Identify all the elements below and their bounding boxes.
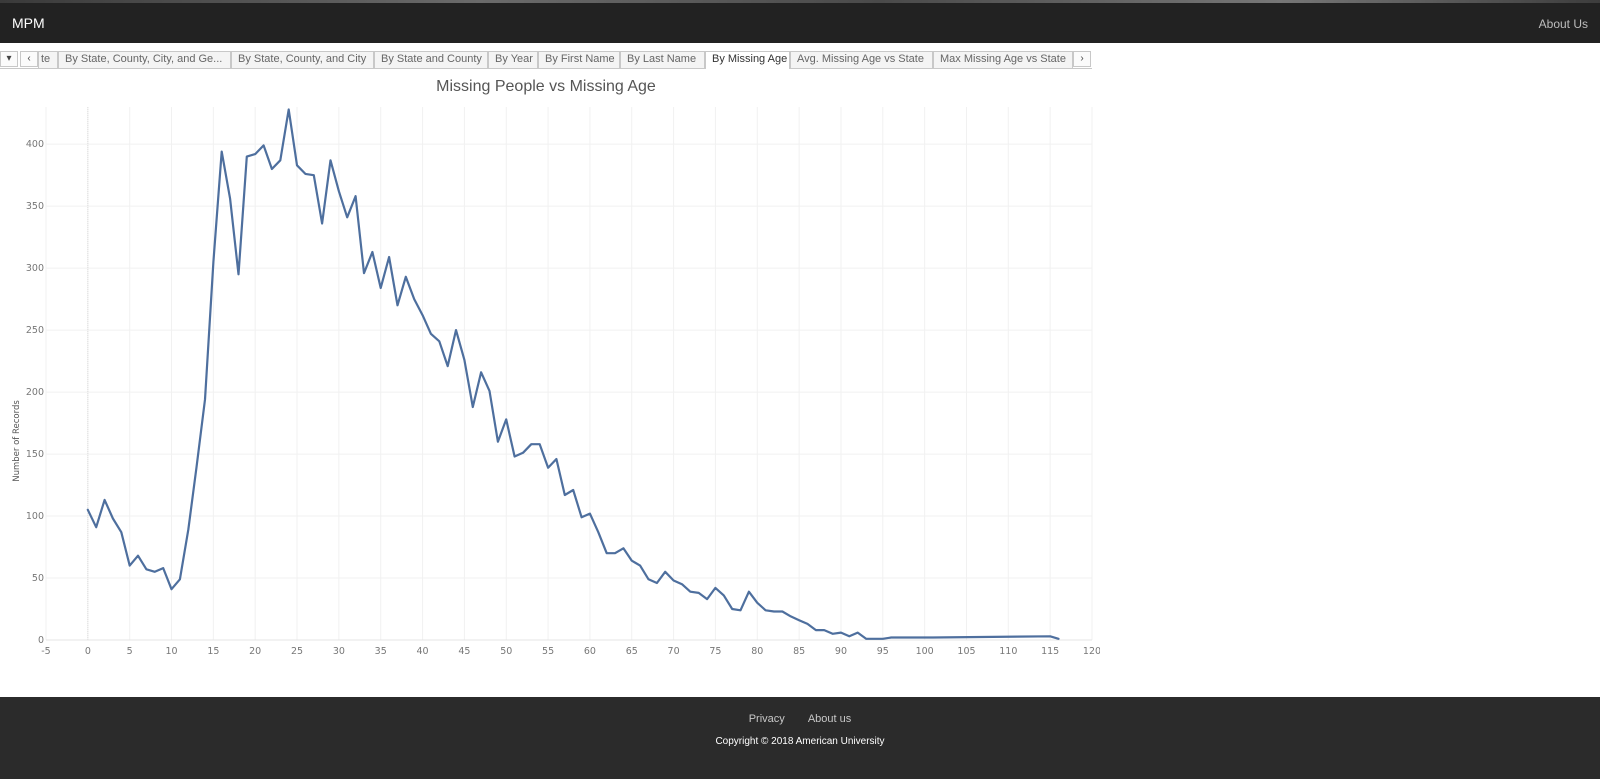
x-tick-label: -5 [41,646,50,657]
tab-state-county[interactable]: By State and County [374,51,488,68]
y-tick-label: 200 [26,387,44,398]
brand-logo[interactable]: MPM [12,15,45,31]
y-tick-label: 0 [38,635,44,646]
sheet-tab-bar: ▾ ‹ te By State, County, City, and Ge...… [0,51,1092,69]
x-tick-label: 25 [291,646,303,657]
chart-area: Missing People vs Missing Age -5 0 5 10 15 20… [0,72,1100,672]
tab-by-missing-age[interactable]: By Missing Age [705,51,790,69]
x-axis-ticks: -5 0 5 10 15 20 25 30 35 40 45 50 55 60 65 70 75 80 85 90 95… [41,646,1100,657]
y-axis-ticks: 0 50 100 150 200 250 300 350 400 [26,139,44,646]
y-tick-label: 350 [26,201,44,212]
grid-horizontal [46,143,1092,641]
y-tick-label: 400 [26,139,44,150]
footer-about-link[interactable]: About us [807,713,852,725]
top-banner-strip [0,0,1600,3]
x-tick-label: 60 [584,646,596,657]
tab-state-county-city[interactable]: By State, County, and City [231,51,374,68]
x-tick-label: 85 [793,646,805,657]
x-tick-label: 50 [500,646,512,657]
series-group [86,108,1060,640]
footer: Privacy About us Copyright © 2018 Americ… [0,697,1600,779]
x-tick-label: 40 [417,646,429,657]
x-tick-label: 120 [1083,646,1100,657]
about-us-link[interactable]: About Us [1538,17,1588,31]
tab-by-last-name[interactable]: By Last Name [620,51,705,68]
x-tick-label: 90 [835,646,847,657]
x-tick-label: 45 [458,646,470,657]
zero-lines [46,107,1092,641]
x-tick-label: 110 [999,646,1017,657]
tab-menu-dropdown-icon[interactable]: ▾ [0,51,18,67]
y-tick-label: 300 [26,263,44,274]
tab-max-missing-age-vs-state[interactable]: Max Missing Age vs State [933,51,1073,68]
tab-next-arrow-icon[interactable]: › [1073,51,1091,67]
chart-title: Missing People vs Missing Age [436,78,656,95]
x-tick-label: 65 [626,646,638,657]
grid-vertical [45,107,1093,640]
y-tick-label: 150 [26,449,44,460]
navbar: MPM About Us [0,3,1600,43]
y-tick-label: 250 [26,325,44,336]
x-tick-label: 105 [957,646,975,657]
x-tick-label: 115 [1041,646,1059,657]
x-tick-label: 35 [375,646,387,657]
privacy-link[interactable]: Privacy [748,713,785,725]
x-tick-label: 30 [333,646,345,657]
x-tick-label: 55 [542,646,554,657]
tab-by-first-name[interactable]: By First Name [538,51,620,68]
x-tick-label: 20 [249,646,261,657]
x-tick-label: 80 [751,646,763,657]
series-line-0 [86,108,1060,640]
x-tick-label: 75 [709,646,721,657]
x-tick-label: 0 [85,646,91,657]
tab-by-year[interactable]: By Year [488,51,538,68]
y-tick-label: 50 [32,573,44,584]
copyright-text: Copyright © 2018 American University [715,736,885,747]
tab-by-state[interactable]: te [38,51,58,68]
footer-links: Privacy About us [0,713,1600,725]
x-tick-label: 10 [165,646,177,657]
x-tick-label: 15 [207,646,219,657]
x-tick-label: 100 [916,646,934,657]
x-tick-label: 95 [877,646,889,657]
y-axis-label: Number of Records [12,400,22,482]
line-chart: -5 0 5 10 15 20 25 30 35 40 45 50 55 60 65 70 75 80 85 90 95… [12,107,1100,657]
x-tick-label: 70 [668,646,680,657]
x-tick-label: 5 [127,646,133,657]
tab-avg-missing-age-vs-state[interactable]: Avg. Missing Age vs State [790,51,933,68]
tab-prev-arrow-icon[interactable]: ‹ [20,51,38,67]
y-tick-label: 100 [26,511,44,522]
tab-state-county-city-geo[interactable]: By State, County, City, and Ge... [58,51,231,68]
